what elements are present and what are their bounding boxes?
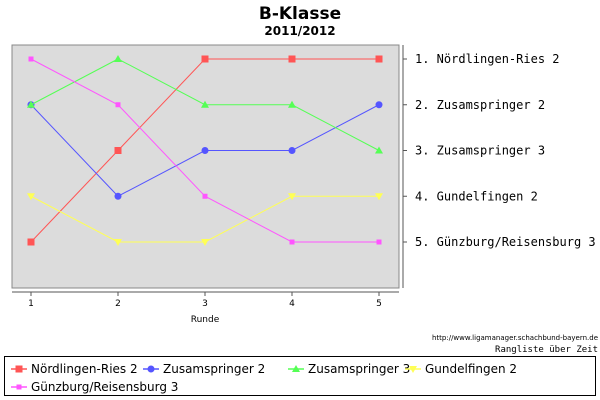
legend-item-label: Günzburg/Reisensburg 3	[31, 380, 178, 394]
legend-item-label: Gundelfingen 2	[425, 362, 517, 376]
data-point	[27, 100, 35, 108]
series-1	[27, 55, 383, 246]
data-point	[114, 239, 122, 246]
legend-item-label: Zusamspringer 3	[308, 362, 410, 376]
data-point	[27, 238, 35, 246]
legend-swatch-marker	[15, 365, 23, 373]
data-point	[375, 193, 383, 201]
legend-item: Nördlingen-Ries 2	[11, 362, 138, 376]
x-axis-label: Runde	[191, 315, 220, 325]
axes: 1 2 3 4 5	[12, 45, 404, 309]
data-point	[201, 147, 209, 154]
legend-item: Gundelfingen 2	[405, 362, 517, 376]
x-tick-label: 1	[28, 299, 34, 309]
legend-swatch-marker	[16, 384, 22, 390]
data-point	[375, 146, 383, 154]
y-tick-label: 4. Gundelfingen 2	[415, 189, 538, 203]
legend: Nördlingen-Ries 2 Zusamspringer 2 Zusamspr…	[4, 356, 596, 396]
data-point	[114, 55, 122, 62]
data-point	[288, 55, 296, 63]
chart-caption: Rangliste über Zeit	[495, 345, 598, 355]
right-axis-labels: 1. Nördlingen-Ries 2 2. Zusamspringer 2 3.…	[403, 52, 596, 249]
x-tick-label: 4	[289, 299, 295, 309]
legend-items: Nördlingen-Ries 2 Zusamspringer 2 Zusamspr…	[11, 362, 517, 394]
data-point	[27, 193, 35, 201]
plot-area	[11, 44, 400, 289]
data-point	[115, 102, 121, 108]
y-tick-label: 3. Zusamspringer 3	[415, 144, 545, 158]
data-point	[201, 239, 209, 246]
data-point	[201, 55, 209, 63]
data-point	[376, 239, 382, 245]
series-3	[27, 55, 383, 154]
y-tick-label: 5. Günzburg/Reisensburg 3	[415, 235, 596, 249]
legend-swatch-marker	[147, 365, 155, 373]
data-point	[288, 193, 296, 201]
x-tick-label: 5	[376, 299, 382, 309]
legend-item-label: Zusamspringer 2	[163, 362, 265, 376]
data-point	[289, 239, 295, 245]
data-point	[28, 56, 34, 62]
y-tick-label: 2. Zusamspringer 2	[415, 98, 545, 112]
series-layer	[27, 55, 383, 246]
data-point	[114, 147, 122, 154]
chart-title: B-Klasse	[259, 4, 341, 24]
legend-item-label: Nördlingen-Ries 2	[31, 362, 138, 376]
y-tick-label: 1. Nördlingen-Ries 2	[415, 52, 560, 66]
legend-swatch-marker	[409, 366, 417, 373]
data-point	[202, 193, 208, 199]
legend-swatch-marker	[292, 365, 300, 372]
legend-item: Günzburg/Reisensburg 3	[11, 380, 178, 394]
series-4	[27, 193, 383, 246]
series-5	[28, 56, 382, 245]
source-url: http://www.ligamanager.schachbund-bayern…	[432, 334, 598, 342]
data-point	[114, 192, 122, 200]
data-point	[201, 100, 209, 108]
data-point	[288, 100, 296, 108]
data-point	[375, 55, 383, 63]
chart-subtitle: 2011/2012	[264, 24, 335, 38]
x-tick-label: 2	[115, 299, 121, 309]
data-point	[288, 147, 296, 154]
data-point	[375, 101, 383, 109]
legend-item: Zusamspringer 3	[288, 362, 410, 376]
x-tick-label: 3	[202, 299, 208, 309]
legend-item: Zusamspringer 2	[143, 362, 265, 376]
